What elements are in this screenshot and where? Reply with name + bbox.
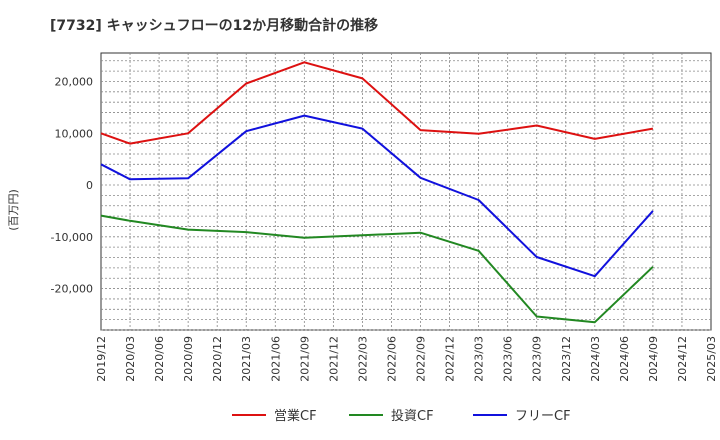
y-tick-label: -20,000 — [51, 283, 93, 296]
x-tick-label: 2020/06 — [153, 336, 166, 382]
x-tick-label: 2022/12 — [444, 336, 457, 382]
y-tick-label: -10,000 — [51, 231, 93, 244]
x-tick-label: 2024/03 — [589, 336, 602, 382]
grid — [101, 53, 711, 331]
x-tick-label: 2023/12 — [560, 336, 573, 382]
y-tick-label: 10,000 — [55, 127, 94, 140]
chart-title: [7732] キャッシュフローの12か月移動合計の推移 — [50, 17, 378, 34]
x-tick-label: 2023/09 — [531, 336, 544, 382]
x-tick-label: 2025/03 — [705, 336, 718, 382]
y-axis-ticks: -20,000 -10,000 0 10,000 20,000 — [51, 75, 93, 295]
x-tick-label: 2021/12 — [327, 336, 340, 382]
x-tick-label: 2024/12 — [676, 336, 689, 382]
x-tick-label: 2019/12 — [95, 336, 108, 382]
x-tick-label: 2023/03 — [473, 336, 486, 382]
x-tick-label: 2021/06 — [269, 336, 282, 382]
y-axis-label: (百万円) — [7, 189, 20, 231]
y-tick-label: 20,000 — [55, 75, 94, 88]
x-tick-label: 2020/03 — [124, 336, 137, 382]
y-tick-label: 0 — [86, 179, 93, 192]
x-tick-label: 2020/09 — [182, 336, 195, 382]
series-line — [100, 61, 654, 145]
legend: 営業CF 投資CF フリーCF — [232, 408, 571, 424]
x-tick-label: 2024/09 — [647, 336, 660, 382]
x-tick-label: 2021/09 — [298, 336, 311, 382]
x-tick-label: 2021/03 — [240, 336, 253, 382]
x-tick-label: 2022/03 — [356, 336, 369, 382]
series-lines — [100, 61, 654, 324]
x-tick-label: 2023/06 — [502, 336, 515, 382]
x-tick-label: 2022/09 — [415, 336, 428, 382]
legend-label: 営業CF — [274, 408, 317, 424]
x-axis-ticks: 2019/12 2020/03 2020/06 2020/09 2020/12 2021/… — [95, 336, 718, 382]
legend-label: フリーCF — [515, 409, 571, 424]
series-line — [100, 214, 654, 324]
series-line — [100, 114, 654, 278]
x-tick-label: 2020/12 — [211, 336, 224, 382]
x-tick-label: 2024/06 — [618, 336, 631, 382]
x-tick-label: 2022/06 — [385, 336, 398, 382]
legend-label: 投資CF — [391, 408, 434, 424]
